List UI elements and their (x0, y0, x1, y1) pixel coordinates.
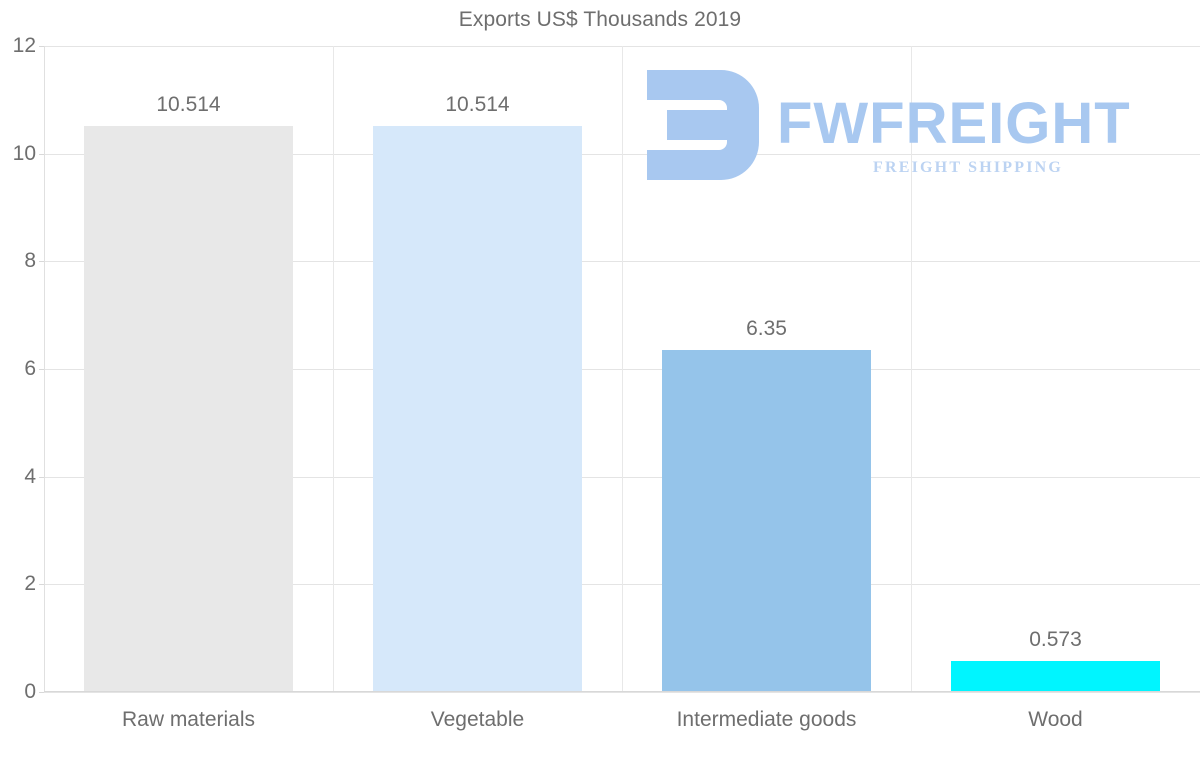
y-axis-tick-label: 4 (24, 464, 36, 488)
gridline-vertical (333, 46, 334, 692)
y-axis-tick-mark (39, 584, 44, 586)
y-axis-tick-label: 10 (12, 141, 36, 165)
gridline-vertical (911, 46, 912, 692)
x-axis-category-label: Intermediate goods (676, 708, 857, 731)
y-axis-tick-mark (39, 692, 44, 693)
gridline-horizontal (44, 692, 1200, 693)
bar[interactable] (84, 126, 293, 692)
y-axis-tick-label: 12 (12, 34, 36, 57)
x-axis-category-label: Wood (1028, 708, 1083, 731)
y-axis-tick-mark (39, 261, 44, 263)
bar-value-label: 6.35 (746, 317, 787, 341)
chart-title: Exports US$ Thousands 2019 (458, 8, 742, 31)
y-axis-tick-mark (39, 476, 44, 478)
bar[interactable] (951, 661, 1160, 692)
y-axis-tick-mark (39, 369, 44, 370)
y-axis-line (44, 46, 45, 692)
bar-value-label: 10.514 (445, 92, 510, 116)
bar-value-label: 10.514 (156, 92, 221, 116)
plot-area (39, 46, 1200, 693)
x-axis-category-label: Raw materials (121, 708, 256, 731)
y-axis-tick-label: 8 (24, 249, 36, 273)
y-axis-tick-mark (39, 46, 44, 47)
bar[interactable] (662, 350, 871, 692)
x-axis-category-label: Vegetable (430, 708, 525, 731)
gridline-vertical (622, 46, 623, 692)
y-axis-tick-label: 2 (24, 572, 36, 596)
y-axis-tick-label: 0 (24, 680, 36, 703)
y-axis-tick-label: 6 (24, 357, 36, 380)
bar-value-label: 0.573 (1029, 628, 1082, 652)
x-axis-baseline (44, 691, 1200, 692)
y-axis-tick-mark (39, 153, 44, 155)
bar[interactable] (373, 126, 582, 692)
